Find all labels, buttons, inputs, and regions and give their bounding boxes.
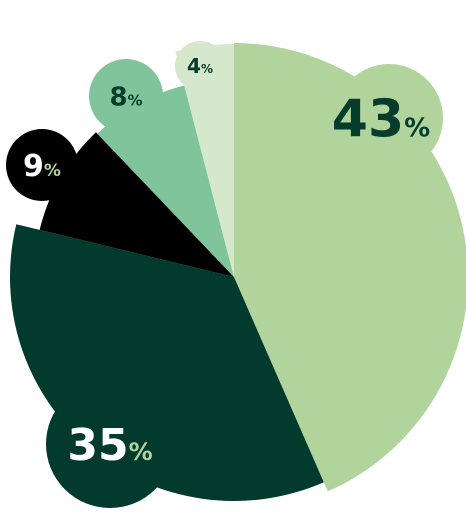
slice-label-number: 43: [332, 90, 404, 150]
slice-label-number: 9: [23, 149, 44, 184]
slice-label-unit: %: [129, 438, 153, 466]
slice-badge-35: [46, 380, 174, 508]
slice-label-unit: %: [128, 91, 143, 109]
slice-label-9: 9%: [23, 149, 61, 184]
slice-label-35: 35%: [67, 420, 152, 471]
slice-label-4: 4%: [187, 54, 213, 78]
pie-label-badges: 43%35%9%8%4%: [6, 41, 443, 508]
pie-slice-8: [97, 85, 234, 277]
slice-label-unit: %: [201, 62, 213, 76]
slice-label-number: 8: [109, 82, 127, 112]
pie-slice-9: [39, 132, 234, 277]
slice-label-43: 43%: [332, 90, 430, 150]
pie-slice-4: [175, 44, 234, 277]
slice-badge-4: [175, 41, 225, 91]
slice-label-number: 4: [187, 54, 201, 78]
slice-badge-43: [335, 64, 443, 172]
slice-label-8: 8%: [109, 82, 142, 112]
slice-label-number: 35: [67, 420, 128, 471]
slice-label-unit: %: [44, 161, 61, 181]
slice-badge-8: [89, 59, 163, 133]
slice-label-unit: %: [404, 114, 430, 144]
slice-badge-9: [6, 129, 78, 201]
